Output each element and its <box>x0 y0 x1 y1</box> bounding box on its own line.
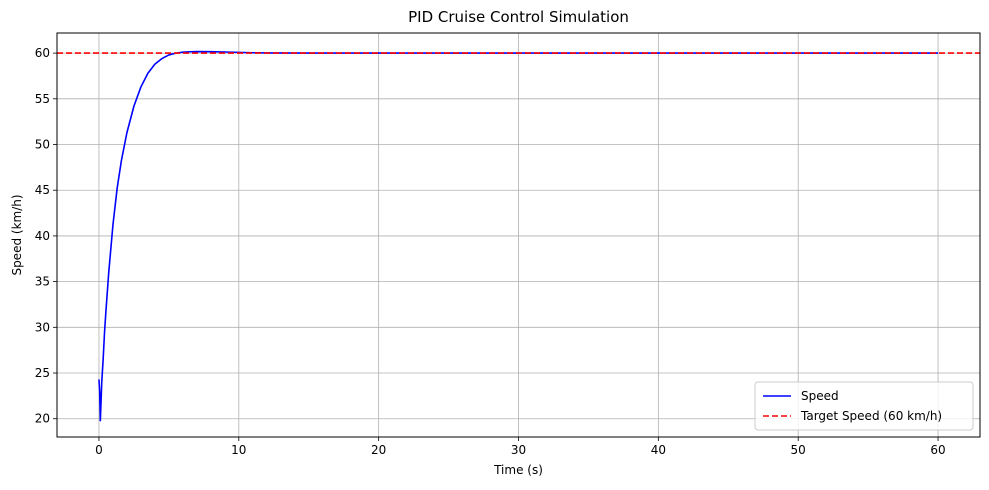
x-tick-label: 30 <box>511 443 526 457</box>
y-tick-label: 60 <box>35 46 50 60</box>
y-axis-label: Speed (km/h) <box>10 194 24 275</box>
x-tick-label: 60 <box>930 443 945 457</box>
legend: Speed Target Speed (60 km/h) <box>754 381 974 431</box>
y-tick-label: 20 <box>35 412 50 426</box>
y-tick-label: 30 <box>35 320 50 334</box>
legend-box <box>754 381 974 431</box>
x-tick-label: 0 <box>95 443 103 457</box>
series-lines <box>57 50 980 422</box>
y-tick-label: 45 <box>35 183 50 197</box>
x-tick-label: 50 <box>791 443 806 457</box>
chart-title: PID Cruise Control Simulation <box>408 8 629 26</box>
y-axis-ticks: 20 25 30 35 40 45 50 55 60 <box>35 46 57 426</box>
x-axis-ticks: 0 10 20 30 40 50 60 <box>95 437 946 457</box>
legend-label-target-speed: Target Speed (60 km/h) <box>800 409 942 423</box>
y-tick-label: 50 <box>35 138 50 152</box>
y-tick-label: 25 <box>35 366 50 380</box>
y-tick-label: 55 <box>35 92 50 106</box>
x-tick-label: 40 <box>651 443 666 457</box>
y-tick-label: 35 <box>35 275 50 289</box>
y-tick-label: 40 <box>35 229 50 243</box>
x-tick-label: 10 <box>231 443 246 457</box>
legend-label-speed: Speed <box>801 389 839 403</box>
grid-lines <box>57 33 980 437</box>
x-axis-label: Time (s) <box>493 463 543 477</box>
x-tick-label: 20 <box>371 443 386 457</box>
